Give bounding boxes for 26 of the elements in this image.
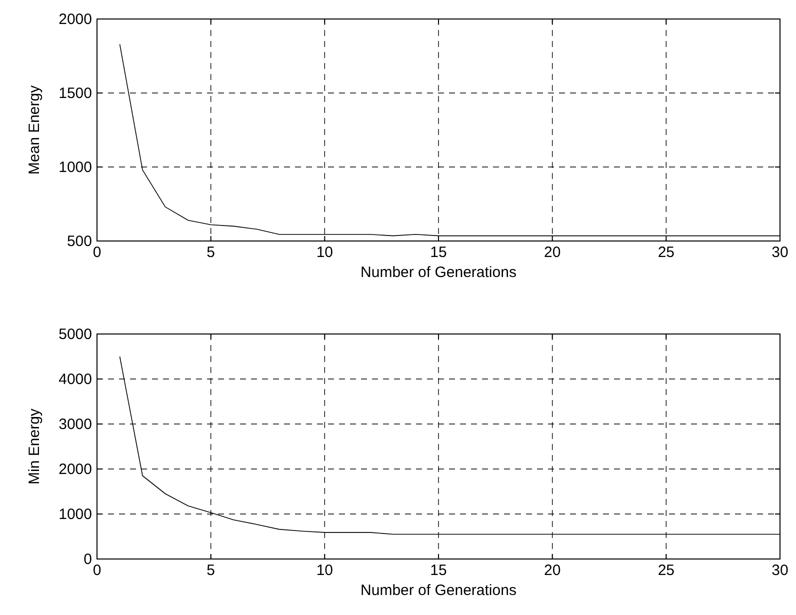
- y-axis-title: Min Energy: [26, 408, 43, 484]
- x-tick-label: 5: [206, 244, 216, 261]
- y-tick-label: 1500: [58, 85, 92, 102]
- x-tick-label: 15: [430, 244, 447, 261]
- x-tick-label: 5: [206, 562, 216, 579]
- x-tick-label: 20: [544, 244, 561, 261]
- x-axis-title: Number of Generations: [360, 582, 516, 599]
- y-tick-label: 2000: [58, 461, 92, 478]
- y-tick-label: 500: [66, 233, 92, 250]
- x-tick-label: 20: [544, 562, 561, 579]
- y-tick-label: 1000: [58, 159, 92, 176]
- y-tick-label: 4000: [58, 371, 92, 388]
- y-tick-label: 2000: [58, 11, 92, 28]
- y-tick-label: 0: [84, 551, 92, 568]
- x-tick-label: 25: [658, 244, 675, 261]
- x-tick-label: 15: [430, 562, 447, 579]
- x-axis-title: Number of Generations: [360, 264, 516, 281]
- y-axis-title: Mean Energy: [26, 84, 43, 175]
- y-tick-label: 3000: [58, 416, 92, 433]
- x-tick-label: 10: [316, 244, 334, 261]
- x-tick-label: 30: [772, 562, 788, 579]
- y-tick-label: 1000: [58, 506, 92, 523]
- y-tick-label: 5000: [58, 326, 92, 343]
- x-tick-label: 10: [316, 562, 334, 579]
- x-tick-label: 30: [772, 244, 788, 261]
- x-tick-label: 25: [658, 562, 675, 579]
